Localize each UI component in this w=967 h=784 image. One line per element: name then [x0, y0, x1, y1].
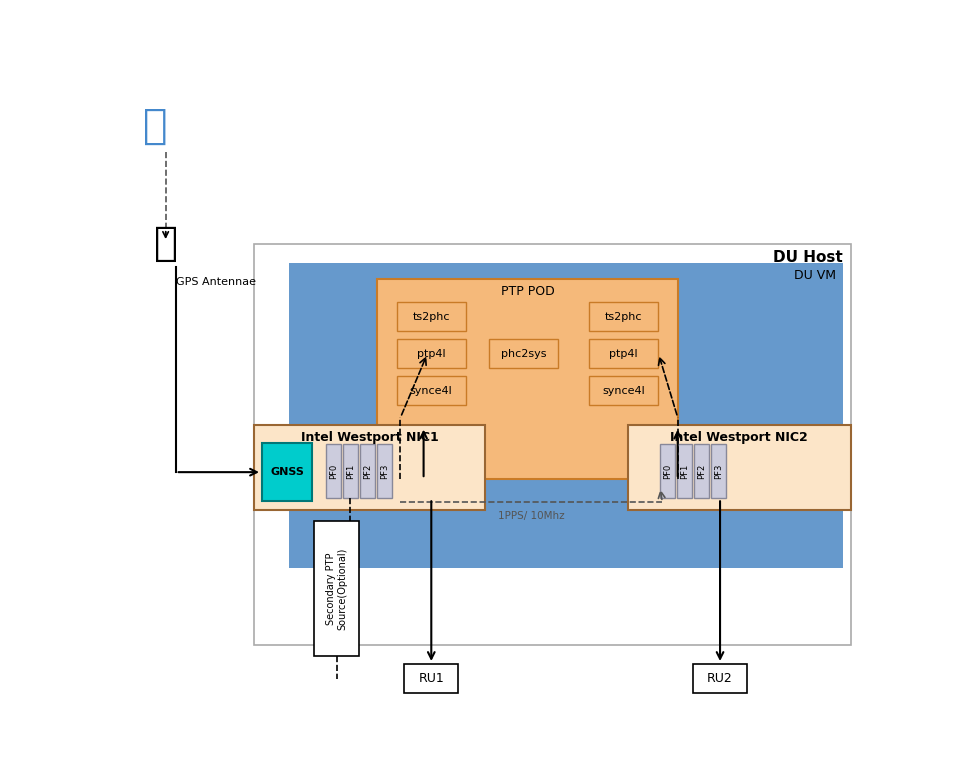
Bar: [660, 445, 675, 499]
Bar: [711, 445, 726, 499]
Bar: [289, 263, 843, 568]
Text: PF0: PF0: [663, 464, 672, 479]
Bar: [396, 302, 466, 332]
Text: 📡: 📡: [154, 224, 178, 264]
Bar: [377, 279, 678, 479]
Text: DU VM: DU VM: [794, 269, 835, 282]
Bar: [694, 445, 709, 499]
Bar: [376, 445, 392, 499]
Text: RU1: RU1: [419, 672, 444, 685]
Text: ptp4l: ptp4l: [417, 349, 446, 358]
Bar: [360, 445, 375, 499]
Bar: [628, 425, 851, 510]
Text: PF2: PF2: [697, 464, 706, 479]
Bar: [489, 339, 558, 368]
Text: GPS Antennae: GPS Antennae: [176, 278, 255, 288]
Text: Intel Westport NIC1: Intel Westport NIC1: [301, 431, 439, 445]
Text: Secondary PTP
Source(Optional): Secondary PTP Source(Optional): [326, 547, 347, 630]
Text: 🛰: 🛰: [143, 107, 168, 147]
Bar: [314, 521, 359, 656]
Text: PF3: PF3: [714, 463, 723, 479]
Bar: [404, 664, 458, 693]
Text: Intel Westport NIC2: Intel Westport NIC2: [670, 431, 808, 445]
Text: synce4l: synce4l: [602, 386, 645, 396]
Text: PTP POD: PTP POD: [501, 285, 554, 298]
Bar: [396, 339, 466, 368]
Text: DU Host: DU Host: [774, 249, 843, 265]
Bar: [589, 302, 659, 332]
Text: ts2phc: ts2phc: [605, 311, 642, 321]
Text: PF3: PF3: [380, 463, 389, 479]
Text: PF2: PF2: [363, 464, 372, 479]
Bar: [396, 376, 466, 405]
Text: phc2sys: phc2sys: [501, 349, 546, 358]
Text: synce4l: synce4l: [410, 386, 453, 396]
Bar: [326, 445, 341, 499]
Text: 1PPS/ 10Mhz: 1PPS/ 10Mhz: [498, 511, 565, 521]
Bar: [677, 445, 692, 499]
Bar: [693, 664, 747, 693]
Text: ts2phc: ts2phc: [413, 311, 450, 321]
Text: PF1: PF1: [680, 464, 689, 479]
Text: GNSS: GNSS: [271, 467, 305, 477]
Bar: [589, 339, 659, 368]
Text: PF1: PF1: [346, 464, 355, 479]
Text: PF0: PF0: [329, 464, 338, 479]
Text: ptp4l: ptp4l: [609, 349, 638, 358]
Bar: [262, 443, 312, 501]
Text: RU2: RU2: [707, 672, 733, 685]
Bar: [342, 445, 358, 499]
Bar: [254, 245, 851, 644]
Bar: [254, 425, 485, 510]
Bar: [589, 376, 659, 405]
